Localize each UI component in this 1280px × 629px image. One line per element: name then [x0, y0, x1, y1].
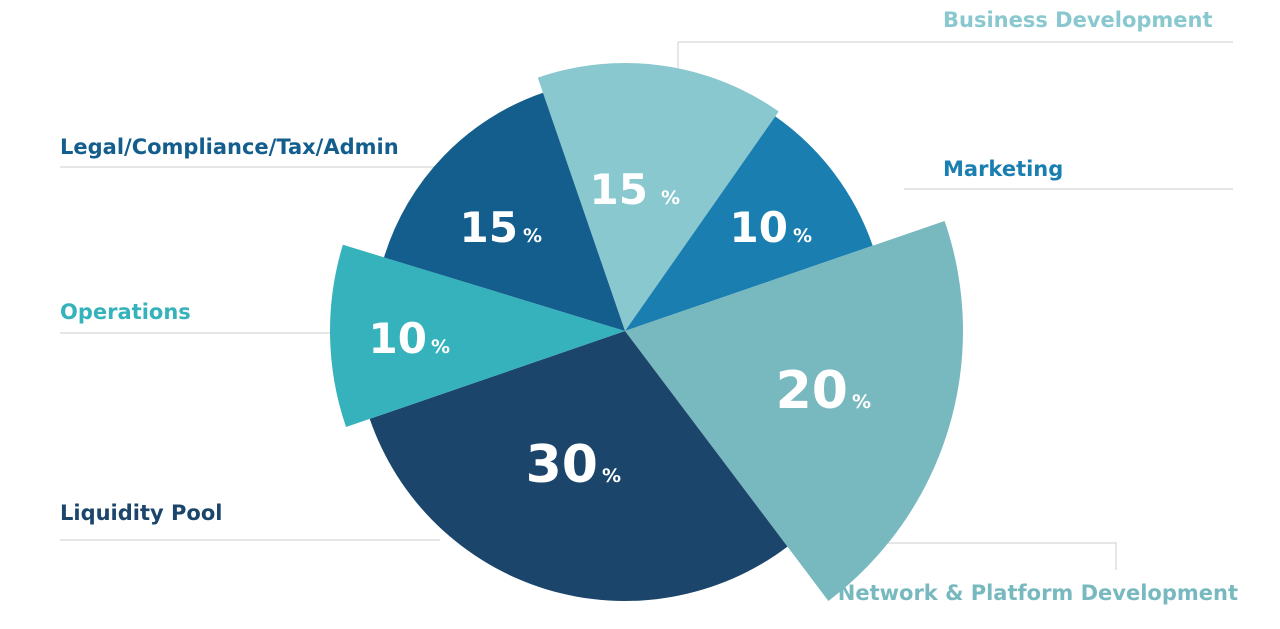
percent-sign-network-platform-development: %: [852, 391, 871, 413]
pie-slice-marketing: [625, 116, 873, 331]
category-label-marketing: Marketing: [943, 157, 1063, 181]
category-label-liquidity-pool: Liquidity Pool: [60, 501, 222, 525]
percent-sign-liquidity-pool: %: [602, 465, 621, 487]
leader-line-network-platform: [858, 542, 1117, 570]
leader-lines: [60, 41, 1233, 570]
category-label-business-development: Business Development: [943, 8, 1213, 32]
percent-sign-business-development: %: [661, 187, 680, 209]
pie-slice-legal-compliance: [384, 92, 625, 331]
pie-slices: [329, 63, 964, 601]
pie-slice-liquidity-pool: [369, 331, 788, 601]
leader-line-business-development: [677, 41, 1233, 68]
slice-value-labels: 15 % 10 % 20 % 30 % 10 % 15 %: [369, 165, 872, 495]
value-label-business-development: 15: [590, 165, 648, 214]
value-label-operations: 10: [369, 314, 427, 363]
pie-slice-business-development: [537, 63, 779, 331]
pie-slice-operations: [329, 244, 625, 428]
value-label-liquidity-pool: 30: [526, 435, 598, 495]
value-label-marketing: 10: [730, 203, 788, 252]
percent-sign-legal-compliance: %: [523, 225, 542, 247]
percent-sign-marketing: %: [793, 225, 812, 247]
percent-sign-operations: %: [431, 336, 450, 358]
category-label-operations: Operations: [60, 300, 191, 324]
category-label-network-platform-development: Network & Platform Development: [838, 581, 1238, 605]
category-label-legal-compliance: Legal/Compliance/Tax/Admin: [60, 135, 399, 159]
category-labels: Business Development Marketing Network &…: [60, 8, 1238, 605]
value-label-network-platform-development: 20: [776, 361, 848, 421]
value-label-legal-compliance: 15: [460, 203, 518, 252]
pie-slice-network-platform-development: [625, 220, 964, 601]
